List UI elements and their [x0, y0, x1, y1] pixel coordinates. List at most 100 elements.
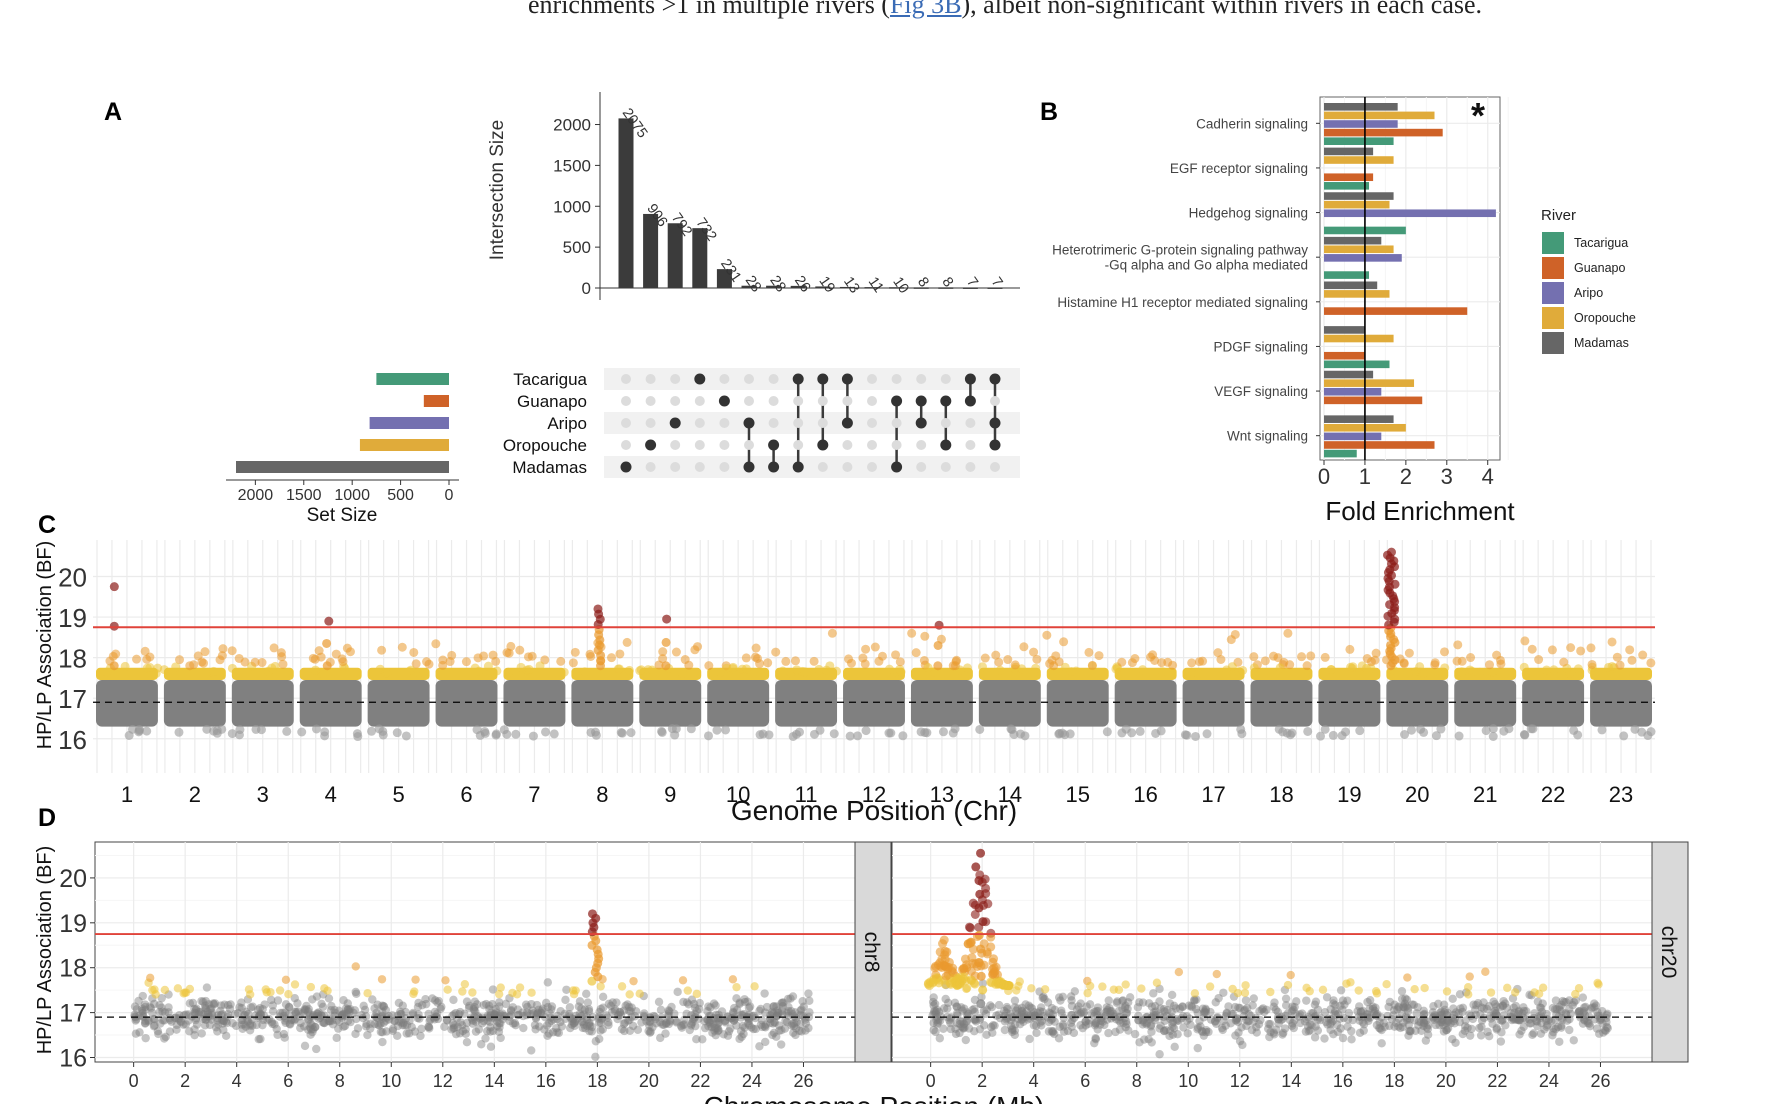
snp-point [465, 1001, 474, 1010]
matrix-dot-filled [940, 439, 952, 451]
pathway-label: -Gq alpha and Go alpha mediated [1105, 258, 1308, 273]
snp-point [584, 1005, 594, 1014]
facet-x-tick-label: 10 [1178, 1071, 1198, 1091]
snp-point [360, 1005, 370, 1014]
snp-point [801, 1026, 810, 1035]
facet-x-tick-label: 24 [1539, 1071, 1559, 1091]
snp-point [237, 1003, 246, 1013]
snp-point [1100, 1020, 1109, 1030]
snp-point [219, 1016, 228, 1026]
snp-point [140, 1018, 150, 1028]
snp-point [1558, 996, 1567, 1006]
snp-point [1178, 1011, 1188, 1021]
snp-point [221, 1031, 231, 1041]
snp-point [1517, 1026, 1526, 1035]
snp-point [134, 996, 143, 1006]
snp-point [1333, 1027, 1343, 1037]
snp-point [546, 1013, 555, 1022]
snp-point [1234, 1003, 1243, 1012]
snp-point [646, 1013, 655, 1023]
chr-point-band [1250, 667, 1313, 680]
snp-point [1272, 1025, 1281, 1034]
snp-point [1385, 997, 1395, 1007]
snp-point [1165, 1031, 1174, 1041]
matrix-dot-empty [694, 440, 705, 450]
matrix-dot-empty [867, 374, 877, 384]
snp-point [1320, 652, 1330, 662]
snp-point [1244, 1016, 1254, 1025]
snp-point [1385, 1021, 1394, 1031]
snp-point [1555, 1002, 1564, 1012]
snp-point [193, 651, 203, 661]
snp-point [1410, 1016, 1419, 1025]
snp-point [353, 732, 363, 742]
snp-point [650, 1012, 660, 1022]
snp-point-peak [109, 582, 119, 592]
snp-point [544, 1029, 554, 1038]
chr-point-cloud [163, 679, 226, 727]
snp-point [1021, 1000, 1030, 1009]
enrichment-bar-oropouche [1324, 290, 1390, 298]
snp-point [1420, 1019, 1429, 1028]
snp-point [1458, 1007, 1467, 1017]
snp-point [768, 1019, 778, 1028]
snp-point [313, 1011, 322, 1021]
snp-point [971, 1017, 981, 1026]
enrichment-bar-tacarigua [1324, 360, 1390, 369]
enrichment-x-tick-label: 3 [1441, 464, 1453, 489]
snp-point [1333, 1009, 1343, 1019]
snp-point [312, 992, 322, 1001]
snp-point [1201, 1027, 1211, 1037]
snp-point [471, 1007, 480, 1016]
snp-point [326, 1006, 336, 1015]
snp-point [1260, 656, 1270, 666]
snp-point [1341, 727, 1351, 737]
snp-point [1008, 1025, 1017, 1035]
snp-point [491, 1004, 500, 1014]
snp-point-peak [587, 909, 597, 919]
intersection-bar [692, 228, 708, 288]
snp-point [1439, 1000, 1449, 1009]
snp-point [482, 1026, 492, 1036]
snp-point [1030, 1013, 1039, 1023]
snp-point [433, 998, 442, 1007]
snp-point [547, 1005, 556, 1014]
snp-point [774, 1021, 784, 1030]
snp-point [1451, 1008, 1461, 1017]
snp-point [1549, 665, 1559, 675]
fig-3b-link[interactable]: Fig 3B [889, 0, 962, 19]
snp-point [1282, 728, 1292, 738]
snp-point [276, 1008, 285, 1018]
snp-point [406, 665, 416, 675]
snp-point [596, 1004, 605, 1014]
matrix-dot-empty [842, 462, 853, 472]
snp-point [1155, 997, 1164, 1006]
snp-point-peak [661, 637, 671, 647]
snp-point [602, 1013, 612, 1022]
snp-point [797, 1005, 806, 1014]
snp-point [1308, 1008, 1318, 1018]
snp-point [994, 1000, 1004, 1010]
snp-point [339, 996, 348, 1005]
enrichment-bar-madamas [1324, 147, 1374, 156]
snp-point [428, 994, 437, 1003]
snp-point [377, 645, 387, 655]
snp-point [279, 1011, 288, 1021]
snp-point [485, 1017, 495, 1026]
snp-point [1491, 1009, 1501, 1018]
snp-point [394, 998, 404, 1008]
matrix-dot-empty [645, 396, 656, 406]
matrix-dot-empty [694, 418, 705, 428]
snp-point [313, 1009, 322, 1018]
snp-point [1010, 660, 1020, 670]
snp-point [346, 1004, 355, 1014]
snp-point [1098, 1017, 1107, 1026]
matrix-dot-filled [989, 417, 1001, 429]
chr-point-cloud [1114, 679, 1177, 727]
snp-point [1077, 1008, 1086, 1017]
facet-x-tick-label: 22 [690, 1071, 710, 1091]
matrix-dot-empty [940, 462, 951, 472]
snp-point [853, 731, 863, 741]
snp-point [977, 992, 986, 1002]
snp-point [1290, 1016, 1299, 1025]
